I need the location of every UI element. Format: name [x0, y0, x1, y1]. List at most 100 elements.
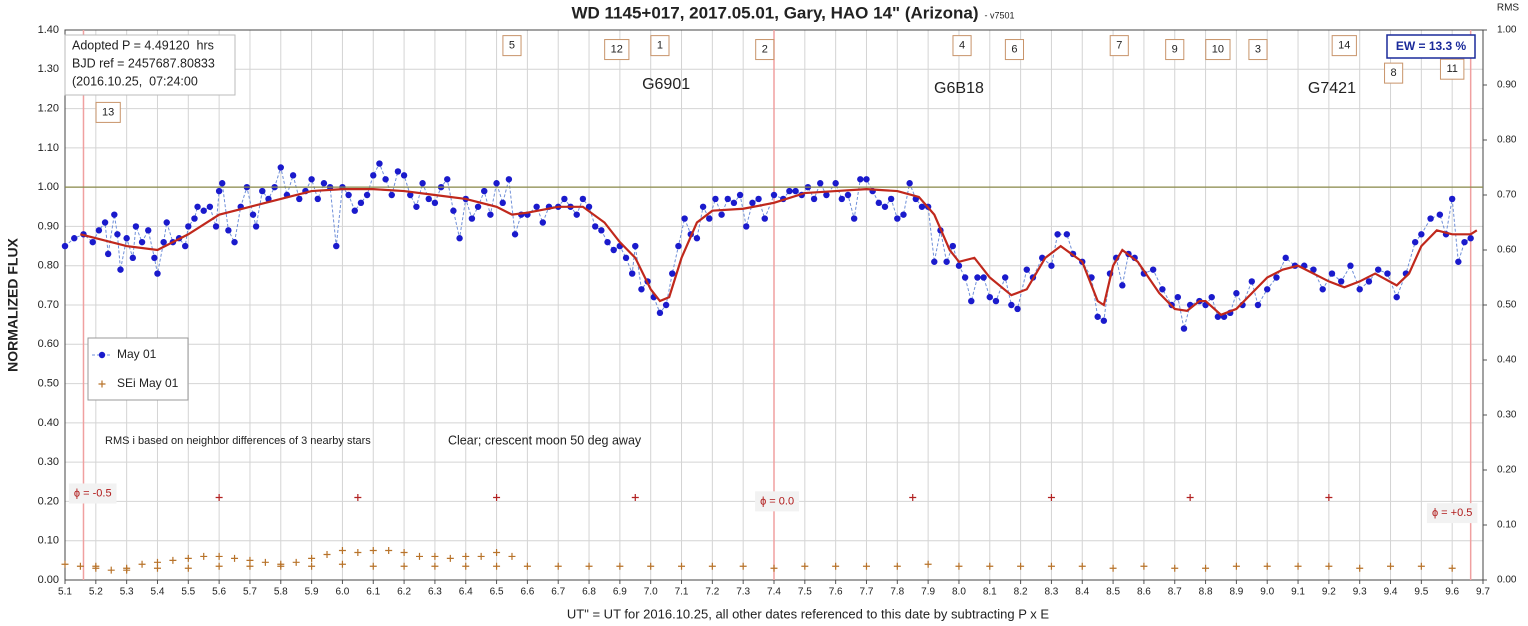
y2-tick-label: 0.90 [1497, 80, 1517, 91]
data-point [949, 242, 956, 250]
data-point [1254, 301, 1262, 309]
data-point [370, 172, 377, 179]
data-point [129, 254, 137, 262]
annotation-box [1426, 503, 1478, 524]
data-point [354, 549, 362, 556]
data-point [1461, 238, 1468, 246]
data-point [669, 270, 676, 277]
x-tick-label: 5.3 [120, 587, 134, 598]
data-point [1455, 258, 1462, 265]
data-point [132, 223, 140, 230]
y2-tick-label: 0.50 [1497, 300, 1517, 311]
data-point [638, 286, 645, 293]
x-tick-label: 5.7 [243, 587, 257, 598]
data-point [153, 558, 161, 566]
note: RMS i based on neighbor differences of 3… [105, 435, 371, 447]
legend: May 01 SEi May 01 [87, 337, 189, 401]
data-point [708, 562, 716, 570]
x-tick-label: 7.5 [798, 587, 812, 598]
data-point [1202, 564, 1210, 572]
annotation: 3 [1248, 39, 1268, 61]
annotation-box [1248, 39, 1268, 61]
info-frame [64, 34, 236, 96]
data-point [444, 176, 451, 183]
data-point [1078, 562, 1086, 570]
data-point [292, 558, 300, 566]
data-point [604, 238, 611, 246]
annotation-label: 9 [1172, 44, 1178, 56]
y-axis-title: NORMALIZED FLUX [5, 237, 21, 371]
data-point [887, 195, 895, 203]
data-point [505, 176, 513, 183]
annotation-box [650, 35, 670, 57]
data-point [357, 199, 365, 207]
data-point [385, 547, 393, 555]
data-point [169, 556, 177, 564]
data-point [918, 203, 926, 210]
data-point [400, 562, 408, 570]
annotation: 2 [755, 39, 775, 61]
data-point [622, 254, 630, 262]
data-point [481, 187, 488, 195]
data-point [838, 195, 846, 203]
data-point [246, 562, 254, 570]
hour-mark [1325, 494, 1333, 501]
data-point [931, 258, 938, 265]
data-point [736, 191, 744, 199]
x-tick-label: 7.2 [705, 587, 719, 598]
legend-marker [98, 380, 106, 388]
x-tick-label: 5.8 [274, 587, 288, 598]
data-point [699, 203, 707, 210]
data-point [1048, 262, 1055, 269]
annotation: 1 [650, 35, 670, 57]
data-point [369, 547, 377, 555]
data-point [1436, 211, 1444, 218]
data-point [992, 297, 1000, 305]
data-point [1140, 562, 1148, 570]
data-point [1356, 564, 1364, 572]
hour-mark [631, 494, 639, 501]
data-point [314, 195, 321, 203]
hour-mark [1186, 494, 1194, 501]
data-point [533, 203, 540, 210]
x-tick-label: 9.5 [1414, 587, 1428, 598]
x-tick-label: 6.7 [551, 587, 565, 598]
data-point [718, 211, 725, 218]
data-point [215, 552, 223, 560]
data-point [1328, 270, 1336, 277]
annotation: ϕ = +0.5 [1426, 503, 1478, 524]
annotation: 6 [1004, 39, 1025, 61]
data-point [320, 180, 328, 187]
y-tick-label: 0.60 [38, 338, 59, 350]
annotation: 4 [952, 35, 972, 57]
y-tick-label: 0.80 [38, 260, 59, 272]
data-point [554, 562, 562, 570]
data-point [376, 160, 383, 167]
hour-mark [493, 494, 501, 501]
x-tick-label: 5.9 [305, 587, 319, 598]
data-point [592, 223, 599, 230]
annotation-label: 5 [509, 40, 515, 52]
data-point [1347, 262, 1354, 269]
y2-tick-label: 0.40 [1497, 355, 1517, 366]
data-point [194, 203, 201, 210]
data-point [400, 549, 408, 556]
data-point [1149, 266, 1157, 273]
data-point [1233, 290, 1240, 297]
y2-tick-label: 1.00 [1497, 25, 1517, 36]
data-point [259, 187, 266, 195]
data-point [231, 554, 239, 562]
data-point [712, 195, 719, 203]
y2-tick-label: 0.80 [1497, 135, 1517, 146]
data-point [1047, 562, 1055, 570]
data-point [974, 274, 981, 281]
annotation-label: 7 [1116, 40, 1122, 52]
data-point [900, 211, 907, 218]
data-point [730, 199, 738, 207]
data-point [493, 180, 500, 187]
data-point [191, 215, 198, 222]
data-point [980, 274, 987, 281]
x-tick-label: 6.2 [397, 587, 411, 598]
data-point [1094, 313, 1101, 320]
